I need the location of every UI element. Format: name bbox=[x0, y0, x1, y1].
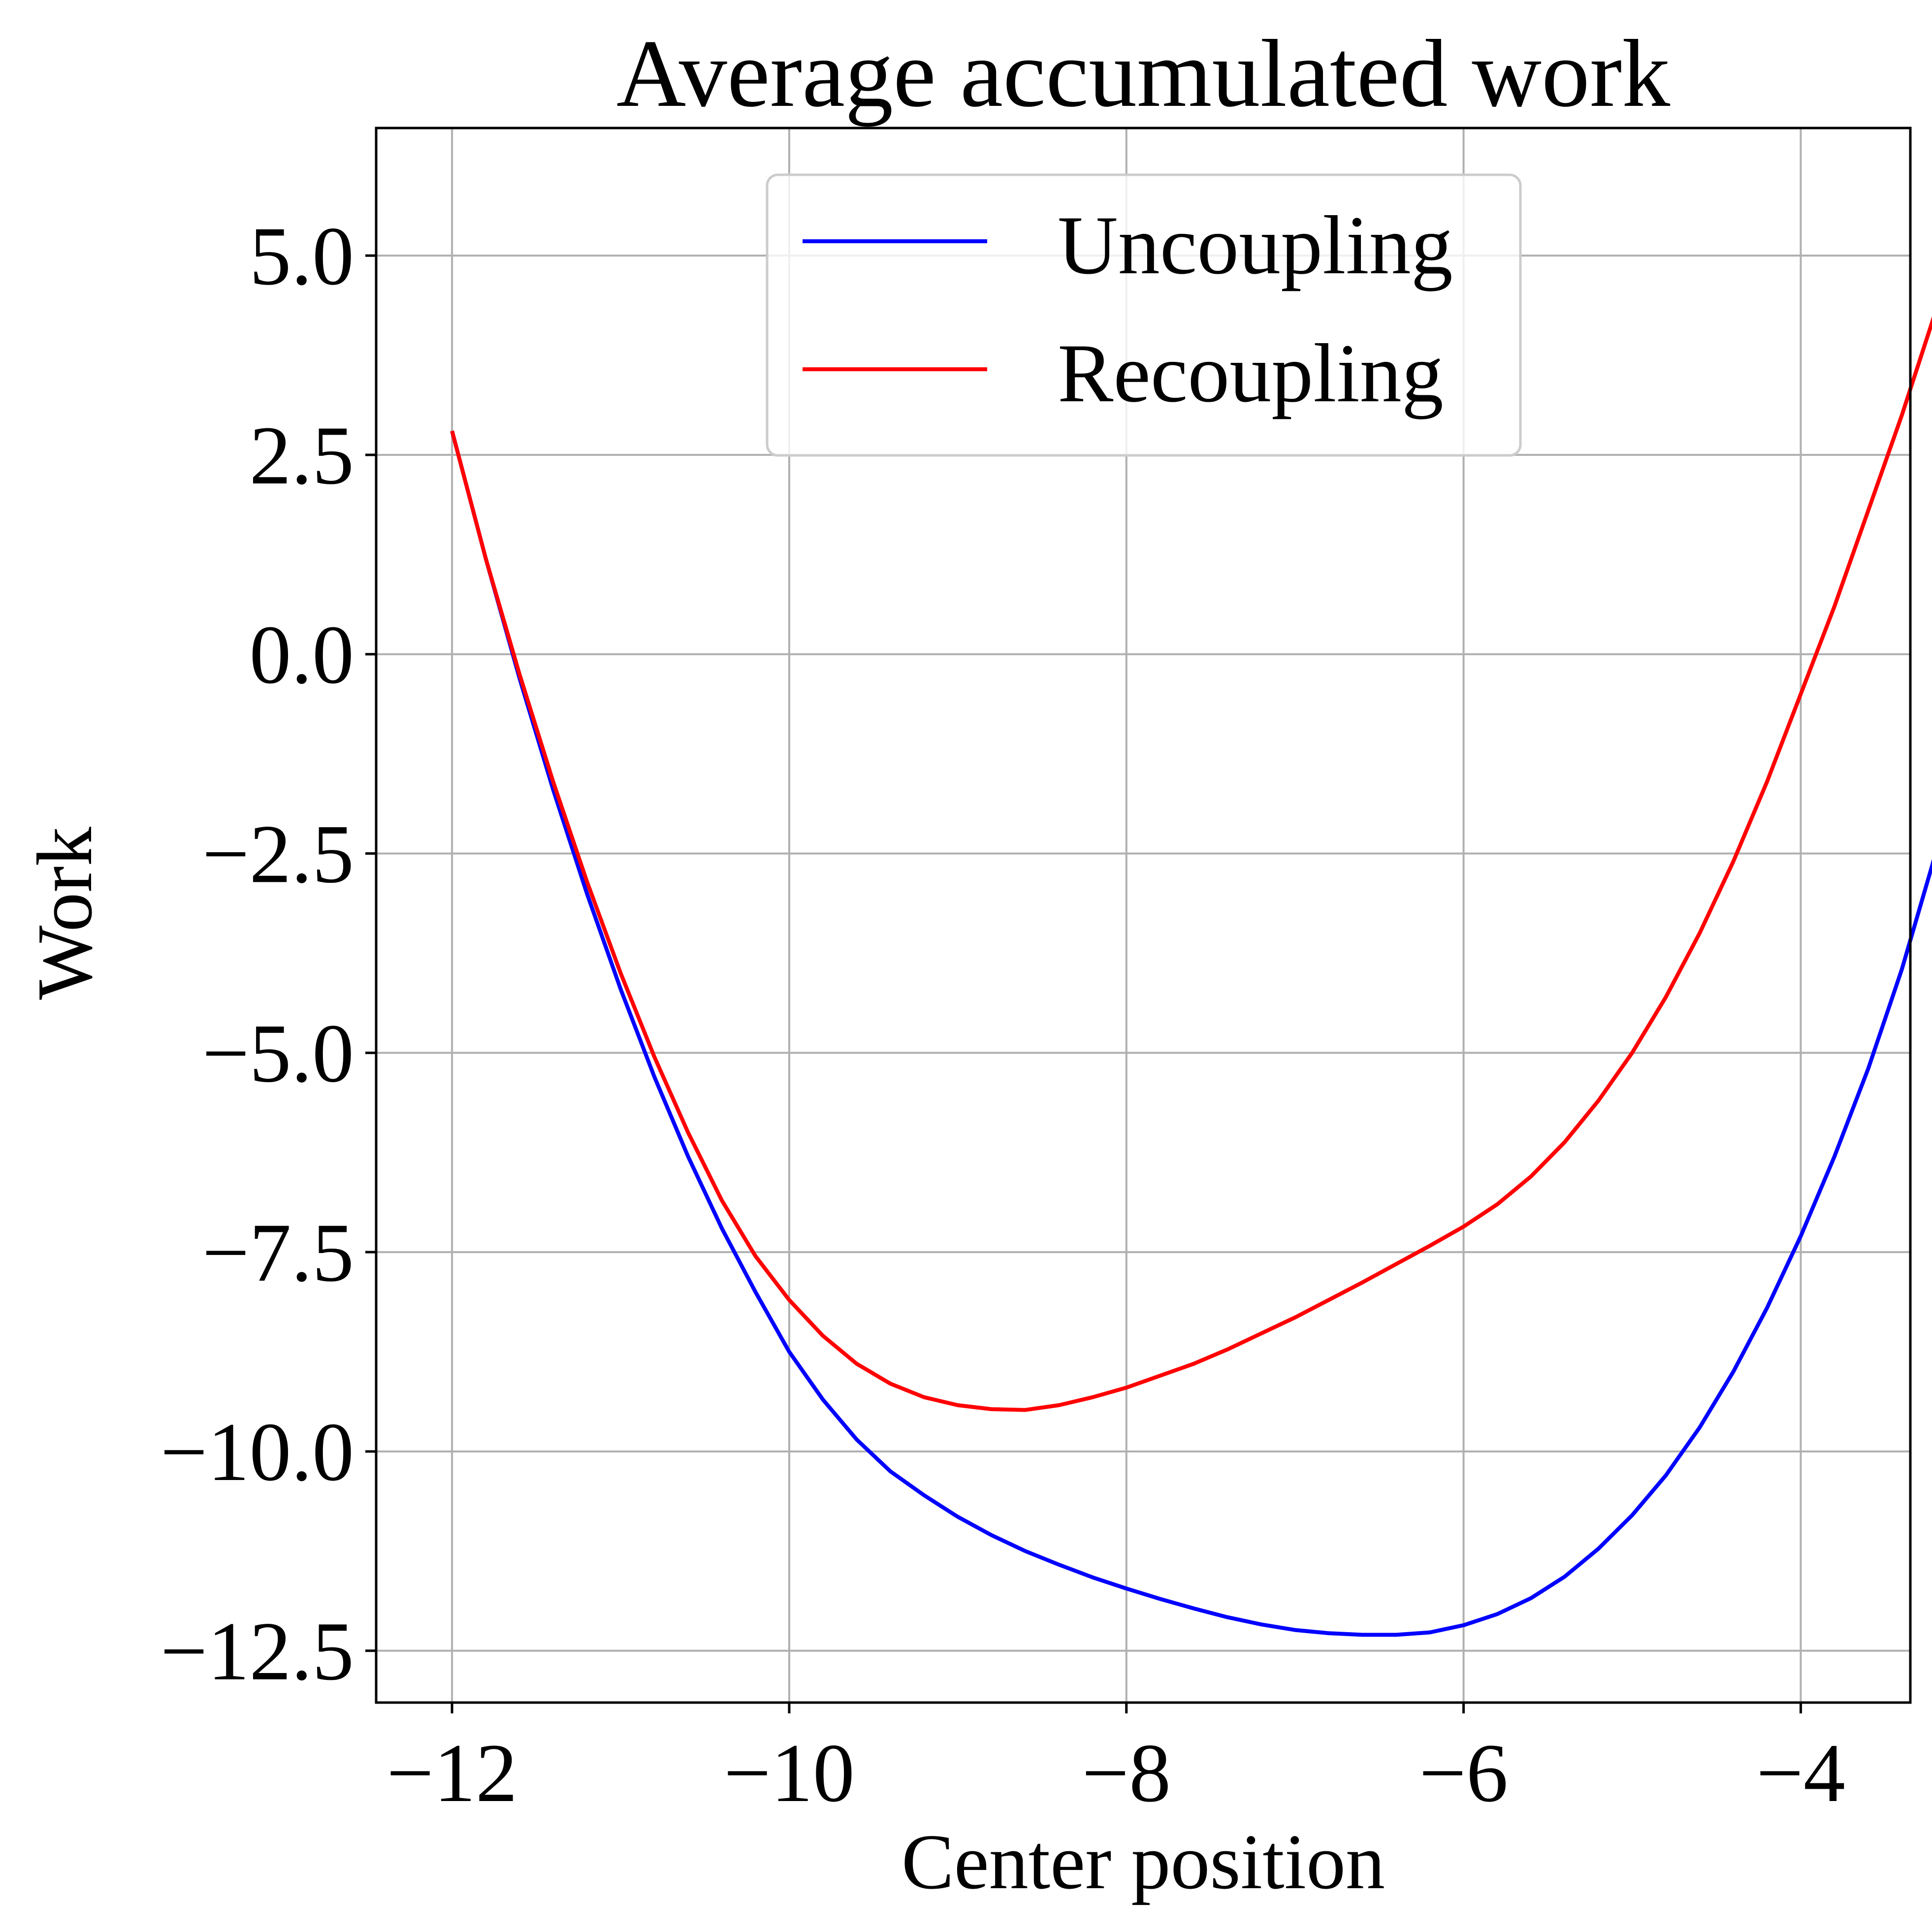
y-tick-label-neg5p0: −5.0 bbox=[202, 1007, 354, 1099]
x-tick-label-neg4: −4 bbox=[1756, 1727, 1845, 1819]
series-layer bbox=[450, 316, 1932, 1637]
legend-box bbox=[766, 173, 1522, 457]
y-tick-label-neg12p5: −12.5 bbox=[161, 1605, 354, 1698]
x-tick-label-neg8: −8 bbox=[1082, 1727, 1171, 1819]
chart-title: Average accumulated work bbox=[616, 20, 1670, 127]
series-line-uncoupling bbox=[450, 430, 1932, 1637]
x-axis-label: Center position bbox=[902, 1818, 1385, 1905]
y-axis-ticks: 5.0 2.5 0.0 −2.5 −5.0 −7.5 −10.0 −12.5 bbox=[161, 210, 376, 1698]
legend-label-recoupling: Recoupling bbox=[1058, 327, 1444, 419]
y-tick-label-neg10p0: −10.0 bbox=[161, 1406, 354, 1498]
series-line-recoupling bbox=[450, 316, 1932, 1412]
y-tick-label-neg2p5: −2.5 bbox=[202, 808, 354, 901]
x-tick-label-neg12: −12 bbox=[386, 1727, 517, 1819]
x-tick-label-neg10: −10 bbox=[724, 1727, 855, 1819]
legend-label-uncoupling: Uncoupling bbox=[1058, 199, 1453, 291]
y-tick-label-2p5: 2.5 bbox=[250, 409, 354, 502]
y-axis-label: Work bbox=[21, 827, 108, 999]
y-tick-label-0p0: 0.0 bbox=[250, 609, 354, 701]
plot-frame bbox=[375, 127, 1912, 1704]
y-tick-label-neg7p5: −7.5 bbox=[202, 1206, 354, 1299]
x-tick-label-neg6: −6 bbox=[1419, 1727, 1508, 1819]
y-tick-label-5p0: 5.0 bbox=[250, 210, 354, 302]
x-axis-ticks: −12 −10 −8 −6 −4 bbox=[386, 1703, 1845, 1819]
legend: Uncoupling Recoupling bbox=[766, 173, 1522, 457]
